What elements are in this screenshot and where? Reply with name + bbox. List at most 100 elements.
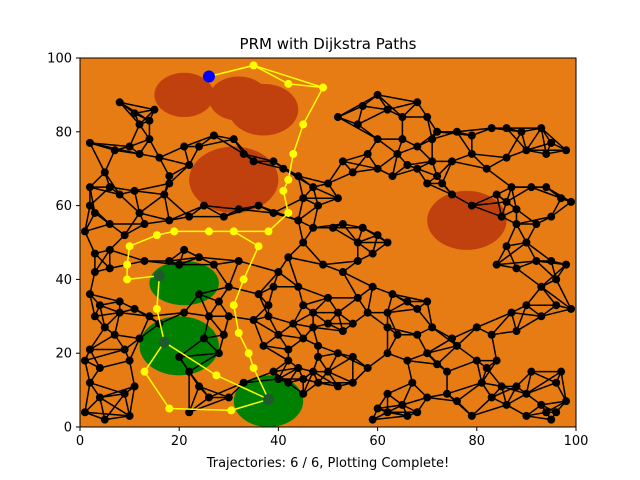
roadmap-node	[413, 164, 422, 173]
roadmap-node	[373, 404, 382, 413]
roadmap-node	[80, 408, 89, 417]
roadmap-edge	[451, 160, 487, 170]
roadmap-node	[85, 290, 94, 299]
path-node	[229, 301, 238, 310]
roadmap-edge	[99, 396, 130, 417]
roadmap-node	[443, 389, 452, 398]
roadmap-node	[239, 149, 248, 158]
roadmap-edge	[541, 308, 572, 318]
roadmap-node	[552, 408, 561, 417]
roadmap-node	[348, 319, 357, 328]
roadmap-node	[383, 308, 392, 317]
roadmap-node	[502, 242, 511, 251]
roadmap-edge	[386, 312, 399, 336]
roadmap-node	[150, 105, 159, 114]
roadmap-node	[219, 330, 228, 339]
roadmap-node	[259, 341, 268, 350]
roadmap-node	[100, 168, 109, 177]
roadmap-node	[85, 183, 94, 192]
roadmap-node	[502, 124, 511, 133]
roadmap-edge	[302, 371, 314, 395]
roadmap-edge	[297, 286, 329, 299]
roadmap-node	[105, 183, 114, 192]
roadmap-edge	[496, 241, 527, 266]
roadmap-node	[443, 367, 452, 376]
roadmap-node	[527, 183, 536, 192]
roadmap-edge	[545, 186, 572, 203]
roadmap-edge	[273, 197, 304, 214]
roadmap-node	[125, 142, 134, 151]
roadmap-edge	[392, 167, 418, 177]
roadmap-node	[373, 90, 382, 99]
roadmap-edge	[228, 315, 254, 321]
path-node	[244, 349, 253, 358]
roadmap-edge	[159, 156, 190, 166]
path-node	[123, 260, 132, 269]
chart-title: PRM with Dijkstra Paths	[240, 35, 417, 53]
x-tick-label: 40	[270, 434, 287, 449]
roadmap-node	[125, 411, 134, 420]
x-tick-label: 80	[469, 434, 486, 449]
roadmap-edge	[287, 257, 299, 288]
roadmap-node	[413, 330, 422, 339]
roadmap-edge	[402, 396, 428, 406]
roadmap-edge	[446, 359, 478, 373]
roadmap-edge	[84, 348, 125, 362]
roadmap-node	[497, 212, 506, 221]
path-node	[284, 79, 293, 88]
roadmap-edge	[505, 131, 523, 159]
x-axis: 0 20 40 60 80 100	[76, 427, 588, 449]
roadmap-edge	[456, 326, 478, 347]
roadmap-node	[547, 256, 556, 265]
roadmap-edge	[213, 264, 230, 288]
roadmap-edge	[84, 205, 91, 232]
roadmap-node	[145, 135, 154, 144]
roadmap-node	[115, 297, 124, 306]
roadmap-edge	[139, 323, 160, 340]
x-tick-label: 0	[76, 434, 84, 449]
x-tick-label: 60	[369, 434, 386, 449]
roadmap-edge	[471, 153, 507, 159]
roadmap-edge	[332, 227, 359, 244]
roadmap-node	[284, 356, 293, 365]
roadmap-node	[537, 124, 546, 133]
roadmap-node	[537, 312, 546, 321]
roadmap-edge	[456, 382, 483, 402]
roadmap-edge	[486, 168, 512, 188]
roadmap-edge	[491, 385, 517, 399]
roadmap-edge	[491, 330, 517, 336]
roadmap-edge	[258, 204, 299, 222]
roadmap-edge	[476, 311, 512, 329]
roadmap-edge	[560, 371, 567, 402]
roadmap-edge	[471, 193, 497, 207]
roadmap-edge	[268, 315, 294, 325]
roadmap-node	[130, 109, 139, 118]
roadmap-node	[314, 201, 323, 210]
roadmap-node	[120, 389, 129, 398]
roadmap-node	[195, 142, 204, 151]
roadmap-node	[180, 245, 189, 254]
roadmap-node	[125, 356, 134, 365]
roadmap-edge	[436, 345, 458, 365]
roadmap-node	[353, 120, 362, 129]
roadmap-node	[180, 142, 189, 151]
roadmap-edge	[535, 260, 557, 280]
roadmap-node	[145, 312, 154, 321]
roadmap-node	[200, 201, 208, 210]
roadmap-edge	[128, 338, 141, 361]
roadmap-node	[309, 308, 318, 317]
roadmap-edge	[526, 142, 552, 151]
roadmap-edge	[243, 153, 274, 163]
roadmap-edge	[138, 315, 151, 339]
roadmap-edge	[198, 286, 229, 295]
roadmap-node	[105, 264, 114, 273]
path-node	[227, 406, 236, 415]
roadmap-node	[274, 268, 283, 277]
roadmap-node	[482, 363, 491, 372]
roadmap-node	[80, 356, 89, 365]
roadmap-edge	[263, 345, 289, 351]
roadmap-node	[383, 349, 392, 358]
path-node	[123, 275, 132, 284]
roadmap-node	[512, 382, 521, 391]
roadmap-edge	[387, 382, 413, 395]
